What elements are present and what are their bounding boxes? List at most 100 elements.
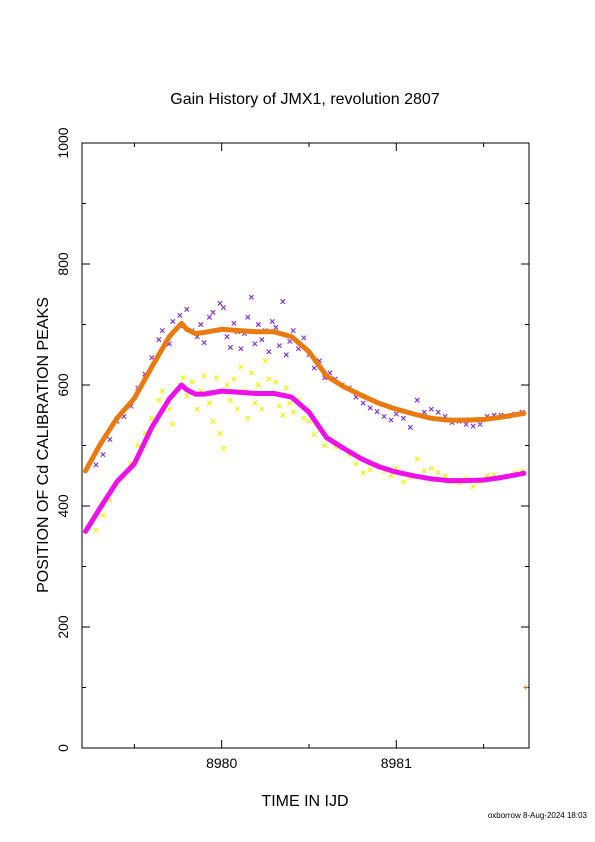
data-point bbox=[276, 343, 282, 349]
data-point bbox=[93, 462, 99, 468]
data-point bbox=[201, 373, 207, 379]
data-point bbox=[374, 409, 380, 415]
data-point bbox=[100, 512, 106, 518]
x-tick-label: 8980 bbox=[206, 755, 237, 771]
data-point bbox=[435, 470, 441, 476]
data-point bbox=[156, 337, 162, 343]
data-point bbox=[388, 417, 394, 423]
data-point bbox=[311, 365, 317, 371]
data-point bbox=[184, 306, 190, 312]
y-tick-label: 800 bbox=[55, 252, 71, 276]
data-point bbox=[248, 370, 254, 376]
data-point bbox=[255, 382, 261, 388]
fit-curve-1 bbox=[83, 382, 527, 534]
data-point bbox=[266, 349, 272, 355]
data-point bbox=[322, 442, 328, 449]
data-point bbox=[442, 473, 448, 479]
data-point bbox=[421, 468, 427, 474]
data-point bbox=[290, 409, 296, 415]
data-point bbox=[259, 337, 265, 343]
series-0 bbox=[93, 294, 525, 468]
data-point bbox=[170, 421, 176, 427]
x-tick-label: 8981 bbox=[381, 755, 412, 771]
data-point bbox=[252, 341, 258, 347]
data-point bbox=[262, 358, 268, 364]
data-point bbox=[224, 334, 230, 340]
data-point bbox=[388, 473, 394, 479]
data-point bbox=[477, 421, 483, 427]
data-point bbox=[266, 376, 272, 382]
data-point bbox=[470, 484, 476, 490]
y-axis-label: POSITION OF Cd CALIBRATION PEAKS bbox=[35, 297, 52, 593]
fit-curves bbox=[83, 320, 527, 534]
data-point bbox=[166, 406, 172, 412]
data-point bbox=[407, 424, 413, 430]
axis-ticks bbox=[82, 142, 529, 749]
data-point bbox=[234, 406, 240, 412]
data-point bbox=[156, 397, 162, 403]
data-point bbox=[273, 379, 279, 385]
series-2 bbox=[523, 685, 528, 690]
data-point bbox=[135, 442, 141, 449]
data-point bbox=[189, 379, 195, 385]
data-point bbox=[93, 527, 99, 533]
data-point bbox=[301, 415, 307, 421]
data-point bbox=[220, 445, 227, 452]
data-point bbox=[400, 479, 406, 485]
data-point bbox=[213, 375, 220, 381]
data-point bbox=[259, 406, 265, 412]
data-point bbox=[367, 405, 373, 411]
data-point bbox=[283, 385, 289, 391]
data-point bbox=[393, 411, 399, 417]
data-point bbox=[220, 304, 227, 311]
x-axis-label: TIME IN IJD bbox=[261, 793, 348, 810]
tick-labels: 0 200 400 600 800 1000 8980 8981 bbox=[55, 127, 412, 771]
data-point bbox=[306, 418, 312, 424]
y-tick-label: 200 bbox=[55, 615, 71, 639]
data-point bbox=[159, 388, 165, 394]
data-point bbox=[227, 344, 234, 351]
data-point bbox=[280, 298, 286, 305]
data-point bbox=[217, 300, 223, 306]
data-point bbox=[400, 415, 406, 421]
data-point bbox=[523, 685, 528, 690]
data-point bbox=[198, 321, 204, 328]
data-point bbox=[360, 400, 366, 406]
data-point bbox=[295, 346, 302, 352]
data-point bbox=[353, 461, 359, 467]
y-tick-label: 400 bbox=[55, 494, 71, 518]
data-point bbox=[287, 400, 293, 406]
data-point bbox=[280, 412, 286, 418]
data-point bbox=[269, 318, 275, 325]
data-point bbox=[184, 393, 190, 399]
data-point bbox=[311, 432, 317, 438]
data-point bbox=[159, 327, 165, 334]
data-point bbox=[283, 352, 289, 358]
data-point bbox=[428, 406, 434, 412]
data-point bbox=[381, 413, 387, 420]
data-point bbox=[100, 451, 106, 458]
data-point bbox=[231, 320, 237, 326]
data-point bbox=[149, 415, 155, 421]
data-point bbox=[414, 456, 420, 462]
data-point bbox=[273, 324, 279, 331]
plot-frame bbox=[81, 142, 530, 749]
plot-area bbox=[81, 142, 530, 749]
y-tick-label: 600 bbox=[55, 373, 71, 397]
data-point bbox=[210, 309, 216, 315]
chart-title: Gain History of JMX1, revolution 2807 bbox=[170, 91, 440, 108]
data-point bbox=[210, 418, 216, 424]
data-point bbox=[201, 340, 207, 346]
data-point bbox=[276, 403, 282, 409]
data-point bbox=[231, 376, 237, 382]
data-point bbox=[217, 430, 223, 436]
data-point bbox=[177, 312, 183, 319]
series-1 bbox=[93, 358, 525, 533]
data-point bbox=[224, 382, 230, 388]
data-point bbox=[463, 421, 469, 427]
data-point bbox=[360, 470, 366, 476]
data-point bbox=[301, 335, 307, 341]
data-point bbox=[238, 346, 244, 352]
data-point bbox=[194, 406, 200, 412]
data-point bbox=[245, 415, 251, 421]
